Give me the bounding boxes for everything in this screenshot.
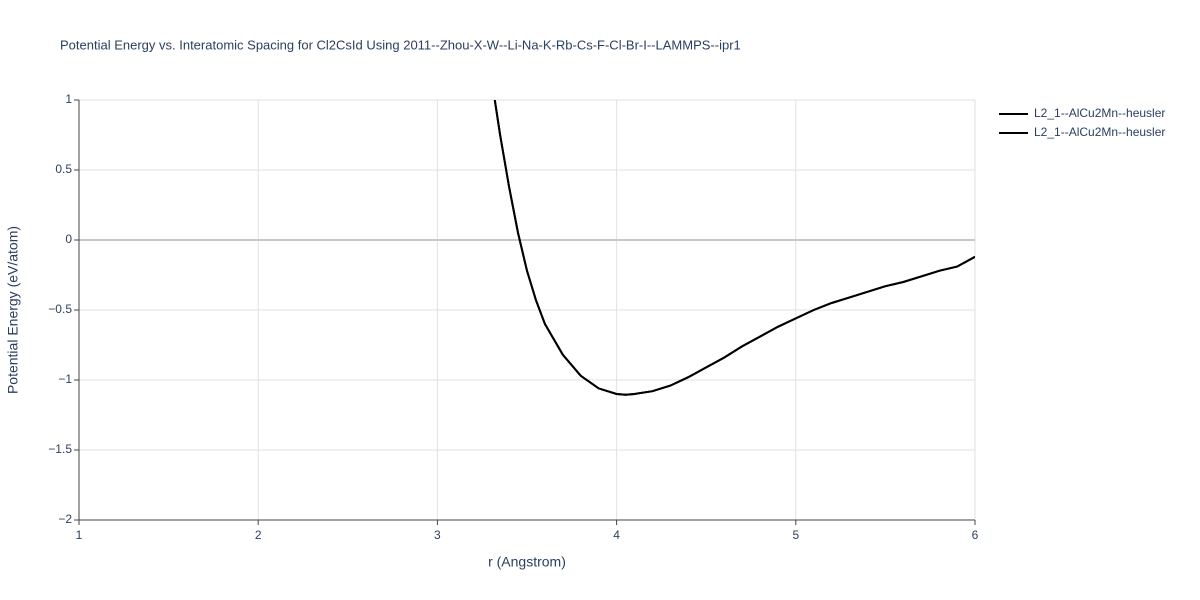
series-line [493, 100, 975, 396]
x-tick-label: 1 [76, 528, 83, 542]
series-line [493, 100, 975, 396]
y-tick-label: −1.5 [48, 442, 72, 456]
x-tick-label: 3 [434, 528, 441, 542]
y-tick-label: −0.5 [48, 302, 72, 316]
x-axis-title: r (Angstrom) [488, 554, 566, 570]
y-axis-title: Potential Energy (eV/atom) [5, 226, 21, 394]
x-tick-label: 2 [255, 528, 262, 542]
chart-title: Potential Energy vs. Interatomic Spacing… [60, 37, 741, 52]
y-tick-label: 1 [65, 92, 72, 106]
y-tick-label: 0.5 [55, 162, 72, 176]
y-tick-label: −2 [58, 512, 72, 526]
y-tick-label: −1 [58, 372, 72, 386]
x-tick-label: 5 [792, 528, 799, 542]
legend-label: L2_1--AlCu2Mn--heusler [1034, 106, 1165, 120]
plot-lines [493, 100, 975, 396]
x-tick-label: 4 [613, 528, 620, 542]
legend: L2_1--AlCu2Mn--heusler L2_1--AlCu2Mn--heu… [999, 106, 1165, 139]
legend-label: L2_1--AlCu2Mn--heusler [1034, 125, 1165, 139]
y-tick-label: 0 [65, 232, 72, 246]
x-tick-label: 6 [972, 528, 979, 542]
grid: 1 2 3 4 5 6 −2 −1.5 −1 −0.5 0 0.5 1 [48, 92, 978, 542]
